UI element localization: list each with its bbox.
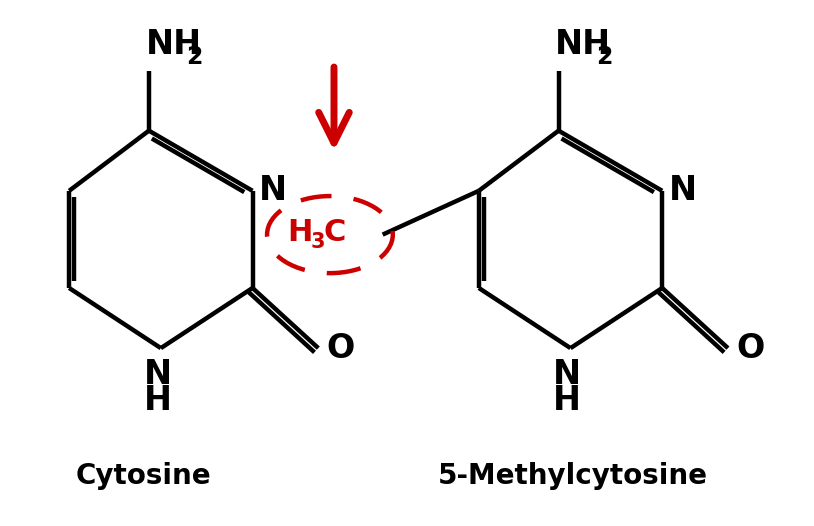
Text: NH: NH: [146, 28, 202, 61]
Text: NH: NH: [555, 28, 611, 61]
Text: 2: 2: [186, 45, 203, 69]
Text: 2: 2: [596, 45, 612, 69]
Text: H: H: [143, 384, 172, 417]
Text: 3: 3: [311, 232, 326, 252]
Text: O: O: [326, 331, 355, 365]
Text: N: N: [554, 358, 581, 391]
Text: 5-Methylcytosine: 5-Methylcytosine: [438, 461, 708, 490]
Text: N: N: [668, 174, 697, 207]
Text: N: N: [259, 174, 287, 207]
Text: H: H: [287, 218, 313, 247]
Text: N: N: [143, 358, 172, 391]
Text: H: H: [554, 384, 581, 417]
Text: C: C: [323, 218, 345, 247]
Text: Cytosine: Cytosine: [76, 461, 211, 490]
Text: O: O: [736, 331, 764, 365]
